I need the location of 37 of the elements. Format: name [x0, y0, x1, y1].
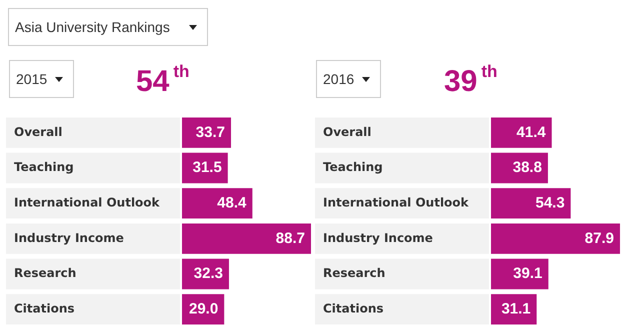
y-tick-label: International Outlook	[323, 195, 470, 210]
chart-title: Asia University Rankings	[15, 19, 170, 35]
bar	[491, 117, 552, 148]
data-label: 54.3	[535, 194, 565, 212]
y-tick-label: Teaching	[14, 160, 74, 174]
y-tick-label: Teaching	[323, 160, 383, 174]
data-label: 87.9	[584, 230, 614, 247]
data-label: 38.8	[512, 159, 542, 176]
bar	[491, 223, 620, 254]
y-tick-label: Research	[14, 266, 76, 280]
bar	[182, 117, 232, 148]
text: 2016	[323, 71, 354, 87]
y-tick-label: Industry Income	[14, 230, 124, 245]
data-label: 33.7	[196, 124, 226, 141]
data-label: 31.1	[501, 300, 531, 318]
data-label: 31.5	[192, 159, 222, 176]
y-tick-label: Overall	[14, 124, 62, 139]
bar	[491, 258, 548, 290]
data-label: 32.3	[194, 265, 223, 282]
bar	[182, 223, 311, 254]
data-label: 88.7	[276, 230, 305, 247]
text: 39$^{th}$	[444, 62, 498, 99]
data-label: 29.0	[188, 300, 218, 318]
text: 2015	[16, 71, 48, 87]
y-tick-label: Research	[323, 266, 386, 280]
data-label: 39.1	[513, 265, 542, 282]
y-tick-label: Citations	[323, 301, 384, 316]
y-tick-label: Overall	[323, 124, 372, 139]
bar	[491, 188, 571, 219]
data-label: 48.4	[217, 194, 248, 212]
bar	[182, 188, 252, 219]
data-label: 41.4	[516, 124, 546, 141]
y-tick-label: International Outlook	[14, 195, 161, 210]
y-tick-label: Industry Income	[323, 230, 433, 245]
bar	[491, 294, 537, 325]
text: 54$^{th}$	[136, 62, 190, 99]
y-tick-label: Citations	[14, 301, 75, 316]
